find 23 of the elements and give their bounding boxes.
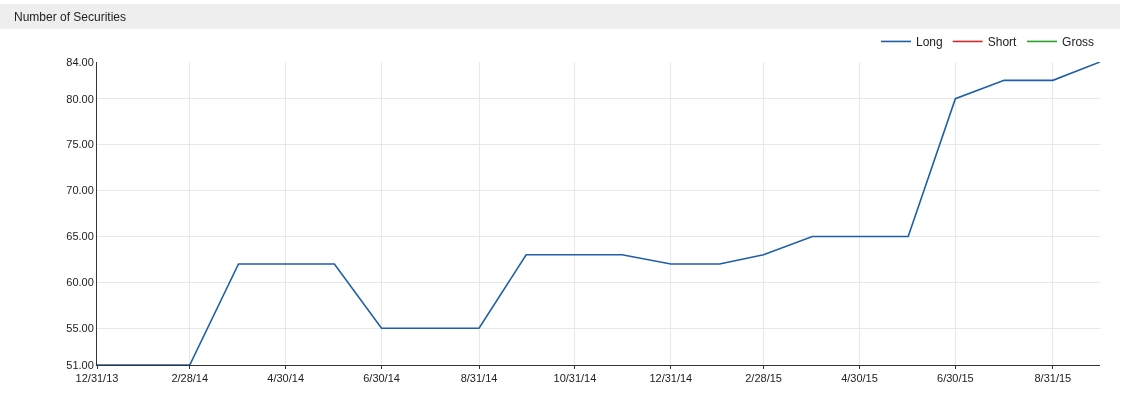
y-tick-label: 70.00: [66, 184, 94, 197]
x-tick-label: 4/30/15: [841, 372, 878, 385]
y-tick-label: 80.00: [66, 92, 94, 105]
x-tick-label: 4/30/14: [267, 372, 304, 385]
x-tick-label: 2/28/15: [745, 372, 782, 385]
legend-label: Long: [916, 35, 943, 50]
y-tick-label: 60.00: [66, 276, 94, 289]
x-tick-label: 6/30/15: [937, 372, 974, 385]
x-tick-label: 6/30/14: [363, 372, 400, 385]
y-tick-label: 51.00: [66, 358, 94, 371]
y-tick-label: 65.00: [66, 230, 94, 243]
y-tick-label: 75.00: [66, 138, 94, 151]
x-tick-label: 8/31/15: [1034, 372, 1072, 385]
legend-label: Short: [987, 35, 1018, 50]
x-tick-label: 8/31/14: [460, 372, 498, 385]
x-tick-label: 2/28/14: [171, 372, 209, 385]
x-tick-label: 12/31/13: [75, 372, 119, 385]
y-tick-label: 84.00: [66, 55, 94, 68]
x-tick-label: 10/31/14: [553, 372, 597, 385]
legend-label: Gross: [1062, 35, 1095, 50]
chart-title: Number of Securities: [14, 10, 127, 24]
y-tick-label: 55.00: [66, 322, 94, 335]
x-tick-label: 12/31/14: [649, 372, 693, 385]
